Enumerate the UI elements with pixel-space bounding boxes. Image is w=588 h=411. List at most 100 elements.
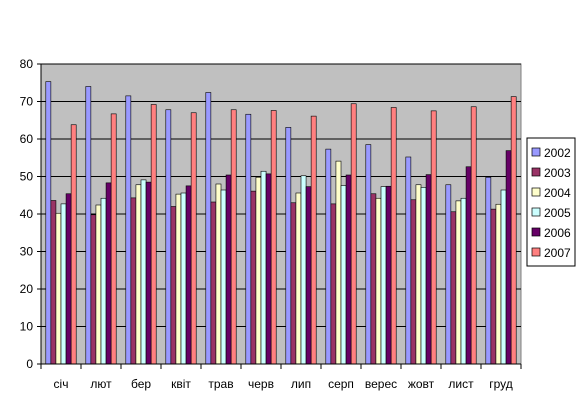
bar-2006-жовт bbox=[425, 174, 432, 365]
x-tick-label: черв bbox=[248, 377, 274, 391]
legend: 2002 2003 2004 2005 2006 2007 bbox=[526, 137, 576, 267]
bar-2006-лист bbox=[465, 166, 472, 365]
x-tick-label: січ bbox=[54, 377, 69, 391]
bar-2002-серп bbox=[325, 148, 332, 365]
legend-label-2006: 2006 bbox=[544, 226, 571, 240]
bar-2005-трав bbox=[220, 189, 227, 365]
legend-label-2003: 2003 bbox=[544, 166, 571, 180]
bar-2003-лист bbox=[450, 211, 457, 365]
bar-2006-лют bbox=[105, 182, 112, 365]
bar-2007-лип bbox=[310, 115, 317, 365]
bar-2005-груд bbox=[500, 189, 507, 365]
y-tick-label: 50 bbox=[20, 170, 34, 184]
legend-swatch-2006 bbox=[531, 227, 541, 237]
y-tick-label: 80 bbox=[20, 57, 34, 71]
bar-2003-черв bbox=[250, 190, 257, 365]
bar-2003-груд bbox=[490, 208, 497, 365]
bar-2003-лип bbox=[290, 202, 297, 365]
bar-2005-січ bbox=[60, 203, 67, 365]
legend-swatch-2002 bbox=[531, 147, 541, 157]
bar-2005-жовт bbox=[420, 187, 427, 365]
bar-2003-квіт bbox=[170, 206, 177, 365]
bar-2007-бер bbox=[150, 104, 157, 365]
bar-2004-лист bbox=[455, 200, 462, 365]
bar-2006-квіт bbox=[185, 185, 192, 365]
y-tick-label: 40 bbox=[20, 207, 34, 221]
legend-label-2007: 2007 bbox=[544, 246, 571, 260]
y-tick-label: 70 bbox=[20, 95, 34, 109]
bar-2003-серп bbox=[330, 203, 337, 365]
bar-2005-бер bbox=[140, 179, 147, 365]
bar-2003-жовт bbox=[410, 199, 417, 365]
legend-swatch-2007 bbox=[531, 247, 541, 257]
bar-2007-лют bbox=[110, 113, 117, 365]
x-tick-label: лип bbox=[291, 377, 311, 391]
bar-2006-серп bbox=[345, 174, 352, 365]
bar-2002-груд bbox=[485, 176, 492, 365]
bar-2002-черв bbox=[245, 113, 252, 365]
x-tick-labels: січ лют бер квіт трав черв лип серп верес жовт лис… bbox=[40, 364, 522, 391]
bar-2004-черв bbox=[255, 176, 262, 365]
x-tick-label: верес bbox=[365, 377, 397, 391]
x-tick-label: жовт bbox=[408, 377, 435, 391]
y-tick-label: 0 bbox=[26, 357, 33, 371]
bar-2004-серп bbox=[335, 160, 342, 365]
bar-2007-трав bbox=[230, 109, 237, 365]
bar-2003-лют bbox=[90, 214, 97, 365]
bar-2003-верес bbox=[370, 193, 377, 365]
bar-2004-верес bbox=[375, 197, 382, 365]
legend-swatch-2004 bbox=[531, 187, 541, 197]
bar-2007-квіт bbox=[190, 112, 197, 365]
bar-2005-черв bbox=[260, 170, 267, 365]
bar-2005-квіт bbox=[180, 192, 187, 365]
legend-swatch-2005 bbox=[531, 207, 541, 217]
bar-2007-жовт bbox=[430, 110, 437, 365]
gridlines bbox=[41, 63, 521, 327]
legend-label-2002: 2002 bbox=[544, 146, 571, 160]
bar-2007-верес bbox=[390, 107, 397, 365]
bar-2005-лист bbox=[460, 197, 467, 365]
bar-2004-бер bbox=[135, 184, 142, 365]
bar-2007-лист bbox=[470, 106, 477, 365]
bar-2005-лют bbox=[100, 197, 107, 365]
bar-2005-верес bbox=[380, 186, 387, 365]
bar-2004-січ bbox=[55, 212, 62, 365]
bar-2002-квіт bbox=[165, 109, 172, 365]
legend-label-2005: 2005 bbox=[544, 206, 571, 220]
x-tick-label: серп bbox=[328, 377, 354, 391]
bar-2006-лип bbox=[305, 186, 312, 365]
bar-2002-січ bbox=[45, 81, 52, 365]
bar-2002-бер bbox=[125, 95, 132, 365]
bar-2002-лист bbox=[445, 184, 452, 365]
bar-2004-лют bbox=[95, 204, 102, 365]
bar-2002-жовт bbox=[405, 156, 412, 365]
bar-2005-лип bbox=[300, 175, 307, 365]
bar-2004-груд bbox=[495, 203, 502, 365]
bar-2003-бер bbox=[130, 197, 137, 365]
x-tick-label: лют bbox=[90, 377, 112, 391]
bar-2007-серп bbox=[350, 103, 357, 365]
bar-2006-бер bbox=[145, 181, 152, 365]
bar-2006-січ bbox=[65, 193, 72, 365]
bar-2004-трав bbox=[215, 183, 222, 365]
legend-box bbox=[526, 137, 576, 267]
bar-2005-серп bbox=[340, 185, 347, 365]
bar-2002-трав bbox=[205, 92, 212, 365]
bar-2006-трав bbox=[225, 174, 232, 365]
bar-2002-верес bbox=[365, 144, 372, 365]
bar-2007-січ bbox=[70, 124, 77, 365]
x-tick-label: трав bbox=[208, 377, 233, 391]
y-tick-labels: 0 10 20 30 40 50 60 70 80 bbox=[20, 57, 41, 371]
bar-2006-верес bbox=[385, 185, 392, 365]
y-tick-label: 10 bbox=[20, 320, 34, 334]
bar-2007-груд bbox=[510, 96, 517, 365]
legend-label-2004: 2004 bbox=[544, 186, 571, 200]
bar-2003-січ bbox=[50, 200, 57, 365]
bar-2006-груд bbox=[505, 150, 512, 365]
y-tick-label: 60 bbox=[20, 132, 34, 146]
bar-2004-лип bbox=[295, 192, 302, 365]
bars bbox=[45, 81, 517, 365]
bar-2003-трав bbox=[210, 201, 217, 365]
bar-2007-черв bbox=[270, 110, 277, 365]
